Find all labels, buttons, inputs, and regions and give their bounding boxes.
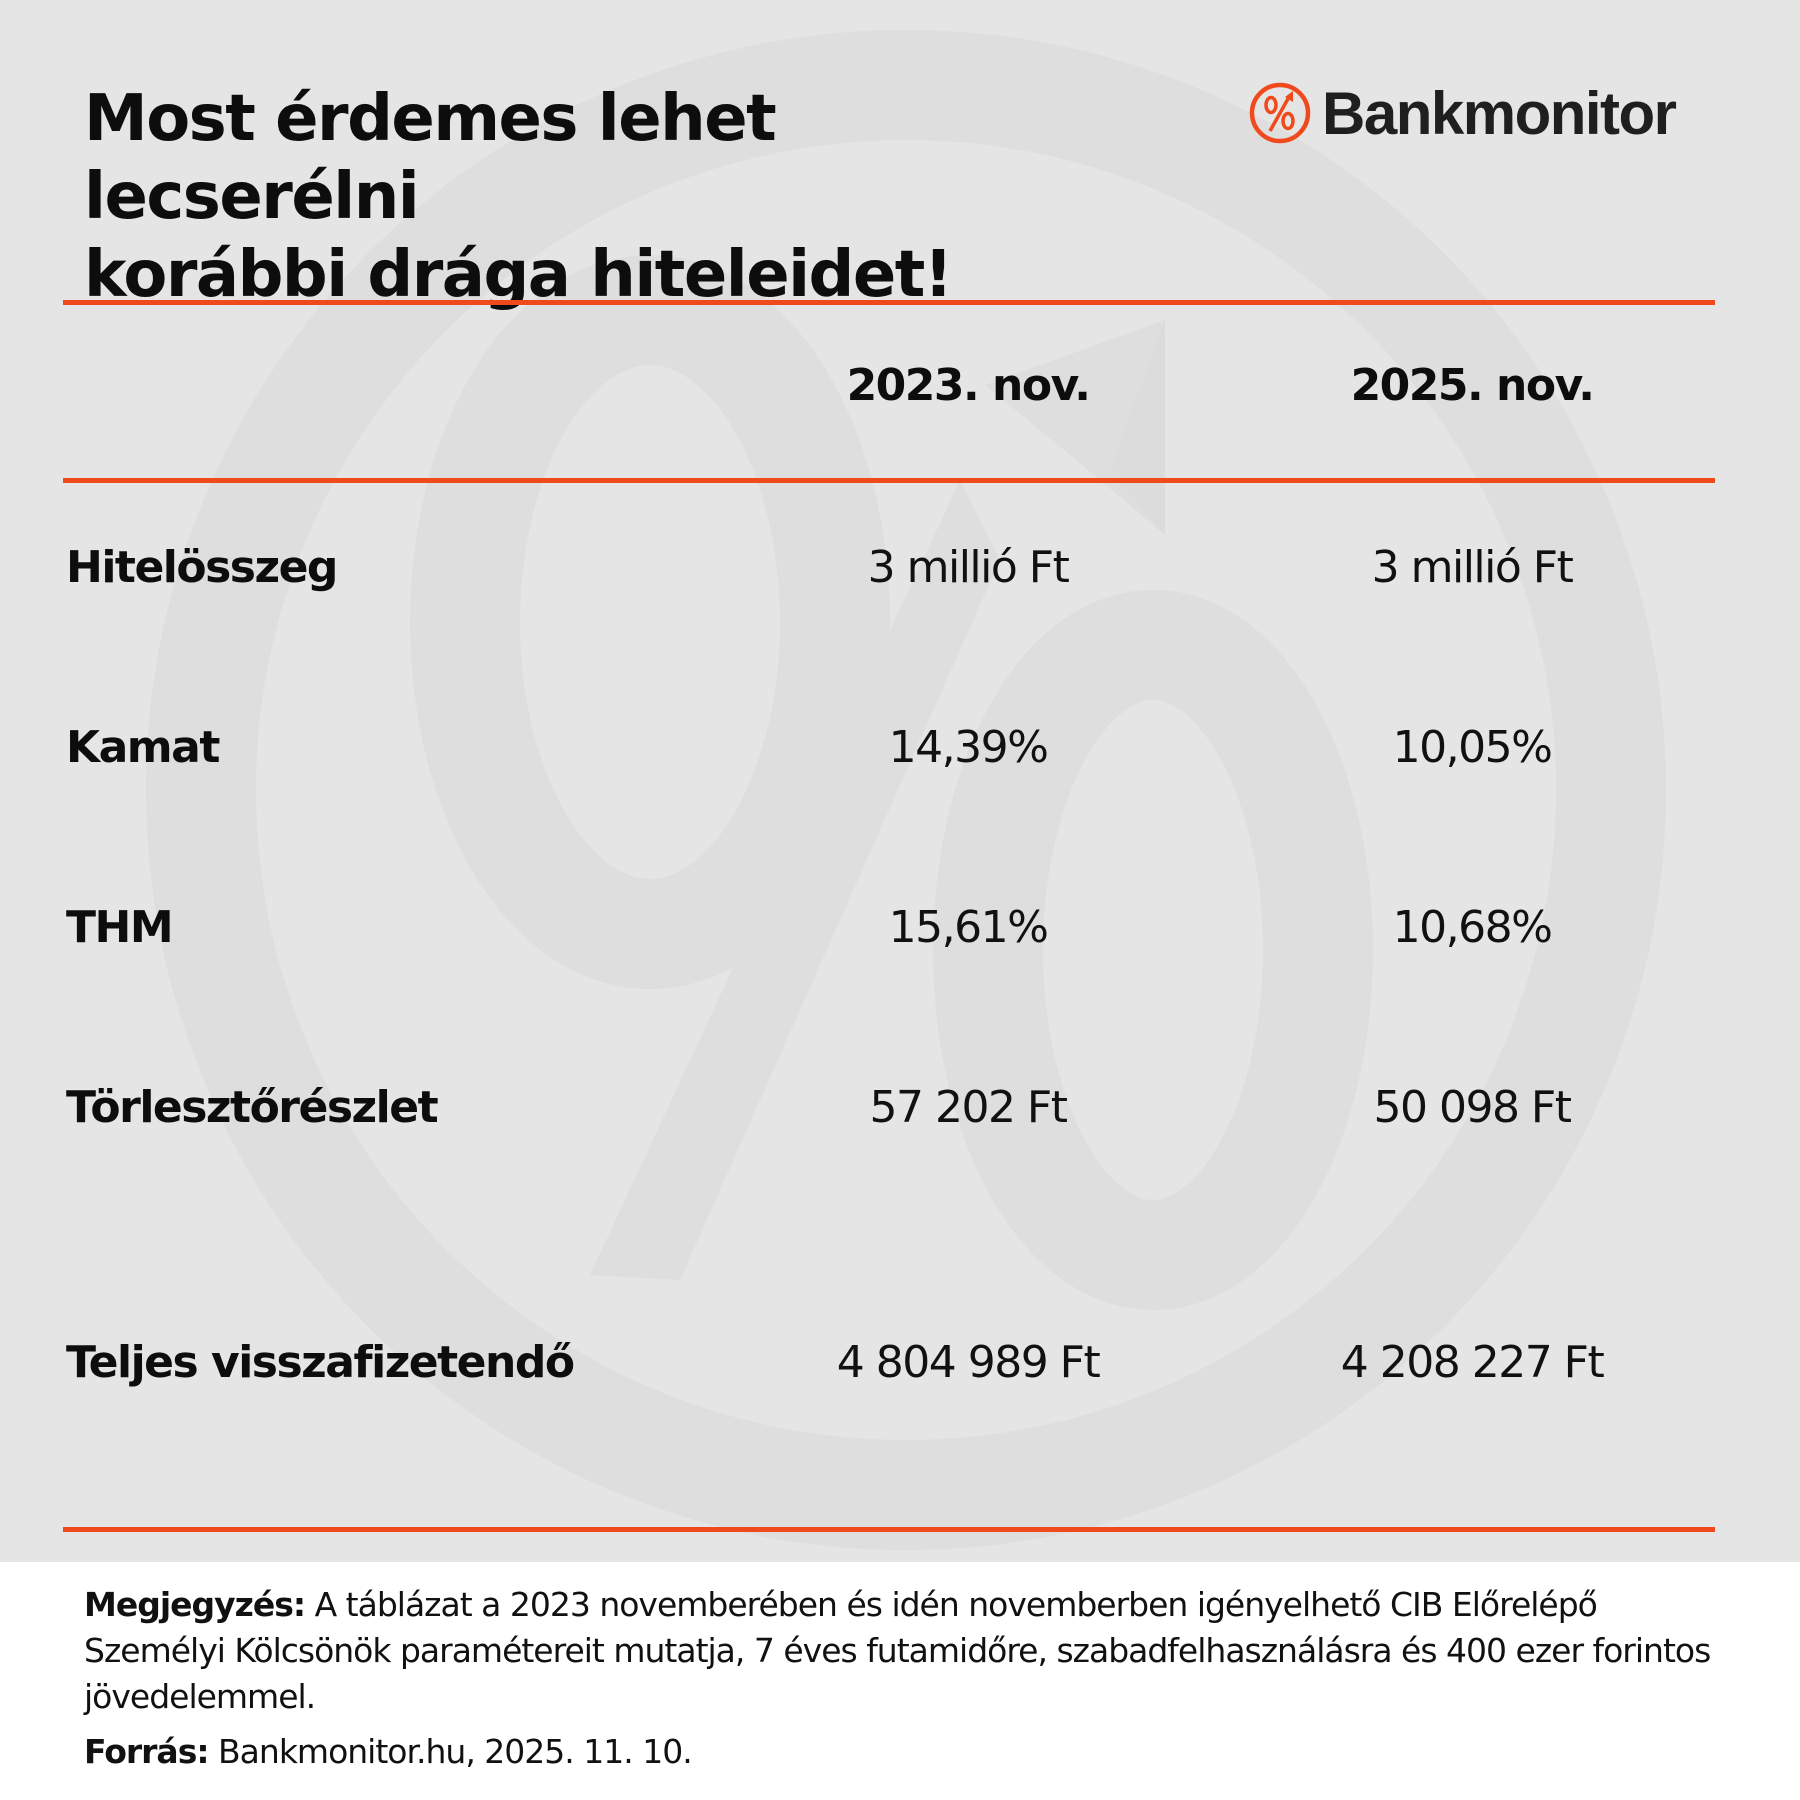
percent-arrow-icon bbox=[1249, 82, 1311, 144]
title-line-2: korábbi drága hiteleidet! bbox=[84, 238, 953, 312]
source-label: Forrás: bbox=[84, 1732, 210, 1771]
brand-name: Bankmonitor bbox=[1322, 79, 1677, 147]
row-label-teljes-visszafizetendo: Teljes visszafizetendő bbox=[66, 1337, 575, 1388]
row-label-thm: THM bbox=[66, 902, 174, 953]
brand-logo: Bankmonitor bbox=[1248, 76, 1677, 150]
footnote: Megjegyzés: A táblázat a 2023 novemberéb… bbox=[84, 1582, 1744, 1720]
infographic-panel: Most érdemes lehet lecserélni korábbi dr… bbox=[0, 0, 1800, 1562]
row-label-hitelosszeg: Hitelösszeg bbox=[66, 542, 338, 593]
cell-2023: 3 millió Ft bbox=[867, 542, 1070, 593]
row-label-kamat: Kamat bbox=[66, 722, 220, 773]
source-text: Bankmonitor.hu, 2025. 11. 10. bbox=[208, 1732, 693, 1771]
divider-top bbox=[63, 300, 1715, 305]
note-text: A táblázat a 2023 novemberében és idén n… bbox=[84, 1585, 1711, 1716]
title-line-1: Most érdemes lehet lecserélni bbox=[84, 82, 777, 234]
cell-2025: 3 millió Ft bbox=[1371, 542, 1574, 593]
cell-2025: 10,68% bbox=[1392, 902, 1553, 953]
column-header-2023: 2023. nov. bbox=[846, 360, 1091, 411]
divider-bottom bbox=[63, 1527, 1715, 1532]
cell-2023: 15,61% bbox=[888, 902, 1049, 953]
row-label-torlesztoreszlet: Törlesztőrészlet bbox=[66, 1082, 439, 1133]
cell-2025: 50 098 Ft bbox=[1373, 1082, 1572, 1133]
note-label: Megjegyzés: bbox=[84, 1585, 306, 1624]
page-title: Most érdemes lehet lecserélni korábbi dr… bbox=[84, 80, 1124, 314]
cell-2023: 57 202 Ft bbox=[869, 1082, 1068, 1133]
percent-watermark-icon bbox=[0, 0, 1800, 1562]
cell-2025: 10,05% bbox=[1392, 722, 1553, 773]
cell-2023: 4 804 989 Ft bbox=[836, 1337, 1101, 1388]
column-header-2025: 2025. nov. bbox=[1350, 360, 1595, 411]
source-line: Forrás: Bankmonitor.hu, 2025. 11. 10. bbox=[84, 1732, 693, 1771]
cell-2023: 14,39% bbox=[888, 722, 1049, 773]
divider-header bbox=[63, 478, 1715, 483]
cell-2025: 4 208 227 Ft bbox=[1340, 1337, 1605, 1388]
